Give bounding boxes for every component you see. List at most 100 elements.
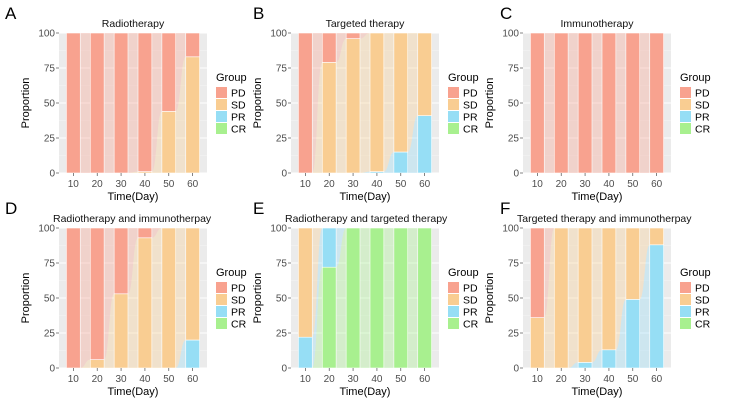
y-tick-label: 25 — [44, 329, 56, 340]
flow-pr — [336, 228, 347, 268]
bar-pd — [137, 32, 153, 172]
legend-swatch-cr — [448, 318, 459, 329]
flow-pd — [175, 33, 186, 112]
flow-pd — [104, 33, 115, 173]
x-tick-label: 20 — [92, 179, 104, 190]
y-tick-label: 50 — [508, 294, 520, 305]
x-tick-label: 40 — [603, 179, 615, 190]
bar-pd — [113, 227, 129, 295]
bar-sd — [417, 32, 432, 116]
y-tick-label: 0 — [49, 364, 55, 375]
legend-label-sd: SD — [463, 100, 478, 112]
bar-sd — [89, 359, 105, 369]
panel-label: D — [5, 199, 17, 218]
bar-pd — [89, 32, 105, 174]
flow-cr — [383, 228, 394, 368]
chart-title: Immunotherapy — [561, 18, 635, 30]
legend-swatch-sd — [448, 99, 459, 110]
legend-label-pd: PD — [463, 283, 478, 295]
flow-cr — [359, 228, 371, 368]
y-tick-label: 50 — [276, 294, 288, 305]
legend-swatch-sd — [216, 294, 227, 305]
bar-pr — [417, 115, 432, 174]
chart-title: Radiotherapy — [102, 18, 165, 30]
x-tick-label: 30 — [116, 374, 128, 385]
y-tick-label: 75 — [508, 259, 520, 270]
flow-pd — [127, 33, 139, 173]
flow-pr — [615, 299, 626, 368]
legend-label-sd: SD — [463, 295, 478, 307]
x-axis-label: Time(Day) — [108, 386, 159, 398]
legend-label-pr: PR — [695, 307, 710, 319]
flow-pd — [568, 33, 579, 173]
flow-pr — [312, 228, 323, 368]
x-tick-label: 50 — [627, 374, 639, 385]
x-tick-label: 10 — [68, 374, 80, 385]
legend-swatch-pd — [680, 282, 691, 293]
legend-label-sd: SD — [695, 100, 710, 112]
legend-swatch-pd — [680, 87, 691, 98]
legend-title: Group — [680, 267, 711, 279]
bar-pd — [649, 32, 664, 174]
y-axis-label: Proportion — [252, 78, 264, 129]
bar-sd — [577, 227, 593, 363]
flow-pr — [591, 349, 603, 368]
chart-title: Targeted therapy and immunotherpay — [517, 213, 692, 225]
y-tick-label: 75 — [276, 64, 288, 75]
y-axis-label: Proportion — [20, 78, 32, 129]
legend-label-pr: PR — [695, 112, 710, 124]
y-tick-label: 0 — [513, 364, 519, 375]
panel-a: A Radiotherapy 10 20 30 40 50 60 0 25 50 75 100 Time(… — [5, 4, 247, 203]
bar-pd — [601, 32, 617, 174]
legend-label-cr: CR — [463, 124, 479, 136]
legend-title: Group — [216, 267, 247, 279]
bar-sd — [393, 32, 409, 153]
flow-pr — [383, 152, 394, 173]
bar-pr — [321, 227, 337, 268]
legend-label-pd: PD — [231, 283, 246, 295]
y-tick-label: 75 — [508, 64, 520, 75]
flow-pr — [639, 244, 650, 368]
legend-swatch-pr — [448, 306, 459, 317]
legend-swatch-pd — [216, 87, 227, 98]
bar-pd — [345, 32, 361, 39]
flow-pd — [80, 33, 91, 173]
flow-pr — [568, 362, 579, 368]
x-tick-label: 20 — [556, 179, 568, 190]
legend-label-pr: PR — [231, 307, 246, 319]
flow-pd — [615, 33, 626, 173]
flow-pd — [359, 33, 371, 39]
legend-swatch-cr — [216, 318, 227, 329]
x-tick-label: 50 — [395, 374, 407, 385]
legend-title: Group — [680, 72, 711, 84]
panel-b: B Targeted therapy 10 20 30 40 50 60 0 25 50 75 100 T… — [252, 4, 479, 203]
flow-pd — [127, 228, 139, 294]
flow-pd — [544, 33, 555, 173]
bar-cr — [417, 227, 432, 369]
y-tick-label: 100 — [270, 29, 287, 40]
chart-title: Targeted therapy — [326, 18, 406, 30]
x-tick-label: 30 — [348, 179, 360, 190]
flow-sd — [175, 228, 186, 368]
legend-swatch-pd — [448, 282, 459, 293]
bar-pr — [601, 349, 617, 369]
flow-pd — [336, 33, 347, 63]
y-tick-label: 25 — [276, 329, 288, 340]
bar-pr — [185, 339, 200, 369]
panel-label: A — [5, 4, 17, 23]
y-tick-label: 75 — [276, 259, 288, 270]
y-tick-label: 50 — [44, 99, 56, 110]
legend-swatch-sd — [680, 294, 691, 305]
x-tick-label: 20 — [324, 374, 336, 385]
legend-title: Group — [448, 267, 479, 279]
y-tick-label: 100 — [270, 224, 287, 235]
legend-swatch-pd — [216, 282, 227, 293]
x-tick-label: 60 — [651, 179, 663, 190]
bar-pr — [298, 336, 313, 369]
flow-sd — [407, 33, 418, 152]
x-tick-label: 60 — [187, 179, 199, 190]
